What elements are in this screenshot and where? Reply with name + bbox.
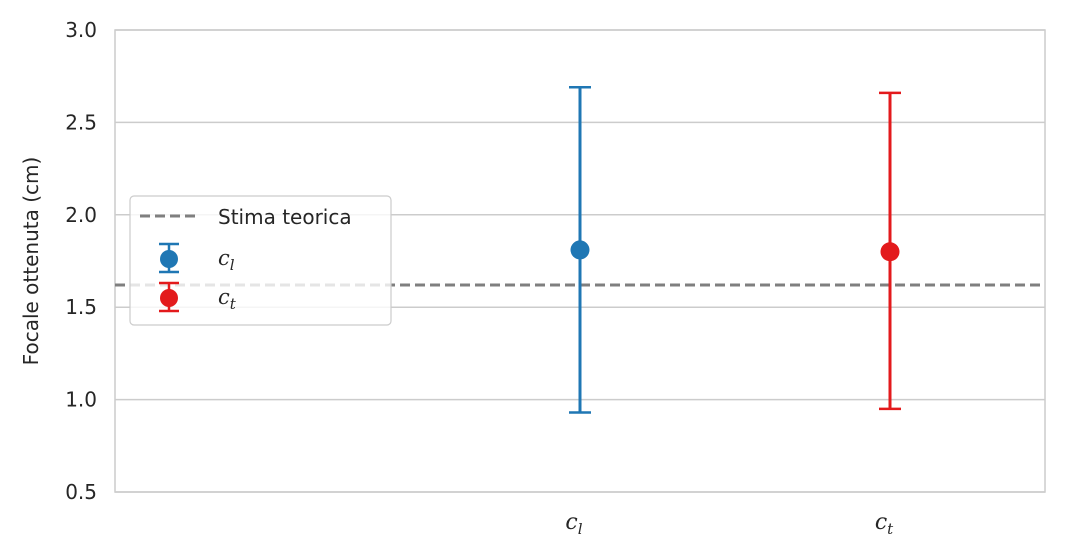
- y-tick-label: 0.5: [65, 480, 97, 504]
- y-tick-label: 1.5: [65, 295, 97, 319]
- data-point: [570, 240, 590, 260]
- x-tick-label-subscript: l: [578, 520, 583, 538]
- legend-marker: [160, 250, 178, 268]
- y-tick-label: 3.0: [65, 18, 97, 42]
- y-tick-label: 2.0: [65, 203, 97, 227]
- x-tick-label: cl: [565, 510, 582, 538]
- legend-box: [129, 195, 392, 326]
- legend-reference-line-label: Stima teorica: [218, 205, 352, 229]
- legend-label-subscript: t: [230, 295, 237, 313]
- legend-marker: [160, 289, 178, 307]
- legend-entry-t: ct: [159, 281, 237, 313]
- legend-label-base: c: [218, 246, 230, 270]
- x-tick-label-subscript: t: [887, 520, 894, 538]
- y-tick-label: 1.0: [65, 388, 97, 412]
- y-axis-label: Focale ottenuta (cm): [19, 157, 43, 366]
- x-tick-label: ct: [875, 510, 894, 538]
- series-l-group: [569, 86, 591, 414]
- data-point: [880, 242, 900, 262]
- x-tick-label-base: c: [565, 510, 577, 535]
- x-tick-label-base: c: [875, 510, 887, 535]
- plot-frame: [114, 29, 1046, 493]
- legend-label-base: c: [218, 285, 230, 309]
- legend-label: cl: [218, 246, 235, 274]
- y-tick-label: 2.5: [65, 110, 97, 134]
- legend-label: ct: [218, 285, 237, 313]
- x-tick-labels: cl ct: [565, 510, 894, 538]
- series-layer: [569, 86, 901, 414]
- series-t-group: [879, 91, 901, 411]
- legend-label-subscript: l: [230, 256, 235, 274]
- legend-entry-l: cl: [159, 242, 235, 274]
- y-tick-labels: 0.5 1.0 1.5 2.0 2.5 3.0: [65, 18, 97, 504]
